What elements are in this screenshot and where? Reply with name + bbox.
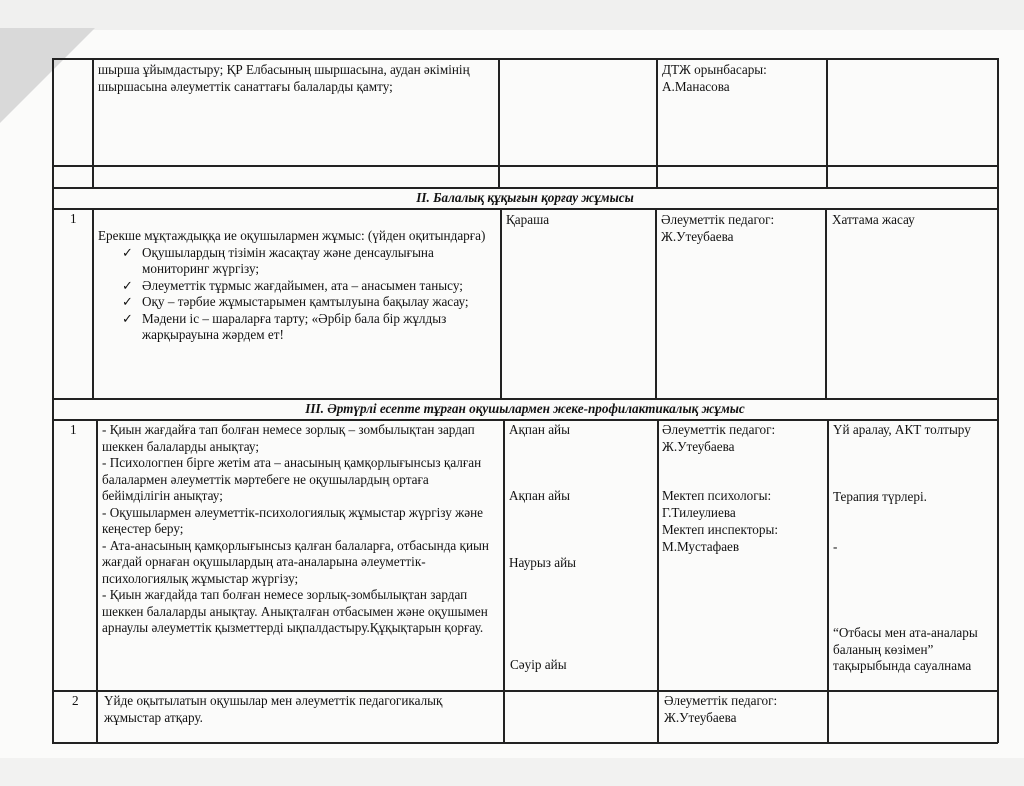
activity-line: - Қиын жағдайда тап болған немесе зорлық… (102, 587, 488, 635)
date-cell: Сәуір айы (510, 657, 567, 672)
activity-line: - Оқушылармен әлеуметтік-психологиялық ж… (102, 504, 484, 537)
check-icon: ✓ (122, 294, 134, 309)
scan-top-band (0, 0, 1024, 30)
list-item-text: Мәдени іс – шараларға тарту; «Әрбір бала… (142, 310, 447, 343)
check-icon: ✓ (122, 277, 134, 293)
section-title: ІІІ. Әртүрлі есепте тұрған оқушылармен ж… (305, 401, 745, 416)
result-cell: Үй аралау, АКТ толтыру (833, 422, 971, 437)
responsible-cell: Әлеуметтік педагог: Ж.Утеубаева (664, 693, 778, 725)
date-cell: Ақпан айы (509, 422, 570, 437)
responsible-cell: Мектеп психологы: Г.Тилеулиева (662, 488, 772, 520)
activity-line: - Қиын жағдайға тап болған немесе зорлық… (102, 422, 475, 454)
responsible-cell: Әлеуметтік педагог: Ж.Утеубаева (661, 212, 775, 244)
list-item-text: Оқу – тәрбие жұмыстарымен қамтылуына бақ… (142, 294, 469, 309)
activity-intro: Ерекше мұқтаждыққа ие оқушылармен жұмыс:… (98, 228, 486, 243)
folded-corner (0, 28, 95, 123)
row-number: 1 (70, 211, 77, 226)
list-item: ✓ Мәдени іс – шараларға тарту; «Әрбір бал… (122, 311, 494, 344)
responsible-cell: Әлеуметтік педагог: Ж.Утеубаева (662, 422, 776, 454)
date-cell: Ақпан айы (509, 488, 570, 503)
responsible-cell: Мектеп инспекторы: М.Мустафаев (662, 522, 779, 554)
date-cell: Қараша (506, 212, 550, 227)
check-icon: ✓ (122, 244, 134, 260)
list-item: ✓ Оқу – тәрбие жұмыстарымен қамтылуына ба… (122, 294, 494, 311)
date-cell: Наурыз айы (509, 555, 577, 570)
scan-bottom-band (0, 758, 1024, 786)
row-number: 1 (70, 422, 77, 437)
result-cell: “Отбасы мен ата-аналары баланың көзімен”… (833, 625, 978, 673)
result-cell: Хаттама жасау (832, 212, 915, 227)
row-number: 2 (72, 693, 79, 708)
list-item-text: Оқушылардың тізімін жасақтау және денсау… (142, 244, 434, 277)
document-page (0, 30, 1024, 758)
activity-cell: Ерекше мұқтаждыққа ие оқушылармен жұмыс:… (98, 228, 494, 344)
result-cell: Терапия түрлері. (833, 489, 927, 504)
result-cell: - (833, 539, 838, 554)
activity-cell: шырша ұйымдастыру; ҚР Елбасының шыршасын… (98, 62, 470, 94)
activity-cell: - Қиын жағдайға тап болған немесе зорлық… (102, 422, 500, 637)
activity-line: - Психологпен бірге жетім ата – анасының… (102, 455, 482, 503)
activity-checklist: ✓ Оқушылардың тізімін жасақтау және денса… (98, 245, 494, 344)
check-icon: ✓ (122, 310, 134, 326)
list-item-text: Әлеуметтік тұрмыс жағдайымен, ата – анас… (142, 277, 463, 293)
section-title: ІІ. Балалық құқығын қорғау жұмысы (416, 190, 634, 205)
list-item: ✓ Оқушылардың тізімін жасақтау және денса… (122, 245, 494, 278)
list-item: ✓ Әлеуметтік тұрмыс жағдайымен, ата – ана… (122, 278, 494, 295)
activity-cell: Үйде оқытылатын оқушылар мен әлеуметтік … (104, 693, 443, 725)
responsible-cell: ДТЖ орынбасары: А.Манасова (662, 62, 767, 94)
activity-line: - Ата-анасының қамқорлығынсыз қалған бал… (102, 537, 489, 586)
